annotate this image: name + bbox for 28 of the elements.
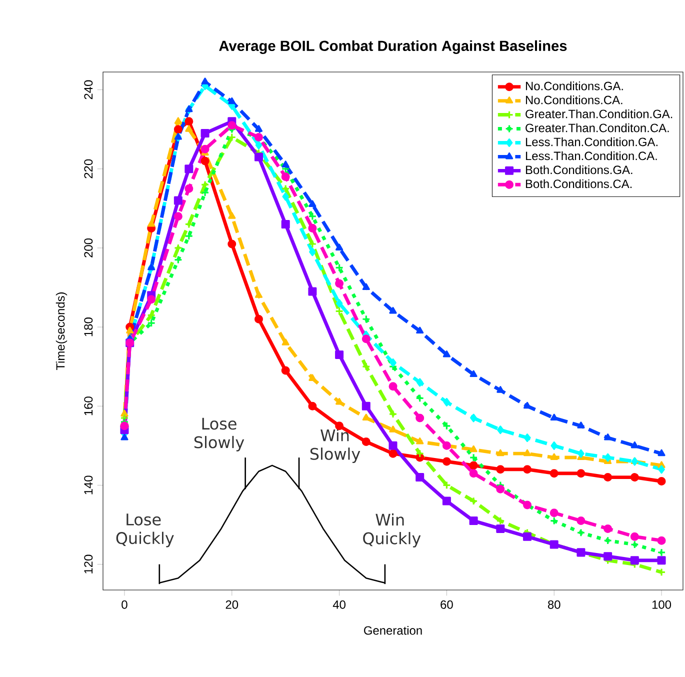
y-tick-label: 180 [84, 318, 93, 336]
y-axis-title: Time(seconds) [56, 292, 68, 370]
legend-label: Less.Than.Condition.CA. [526, 151, 657, 160]
legend-label: Greater.Than.Condition.GA. [526, 109, 672, 118]
annotation: Lose Quickly [116, 514, 174, 548]
y-tick-label: 160 [84, 396, 93, 416]
y-tick-label: 200 [84, 238, 93, 258]
y-tick-label: 220 [84, 159, 93, 178]
annotation: Lose Slowly [194, 418, 244, 452]
annotation: Win Quickly [363, 513, 421, 548]
legend-label: Greater.Than.Conditon.CA. [526, 123, 669, 132]
x-axis-title: Generation [364, 626, 422, 635]
x-tick-label: 80 [548, 600, 560, 609]
x-tick-label: 40 [332, 600, 346, 609]
annotation: Win Slowly [310, 428, 360, 463]
x-tick-label: 100 [652, 600, 672, 609]
chart-title: Average BOIL Combat Duration Against Baselines [219, 40, 567, 54]
legend-label: Both.Conditions.CA. [526, 179, 632, 188]
x-tick-label: 0 [122, 600, 128, 609]
x-tick-label: 20 [226, 600, 238, 609]
y-tick-label: 120 [84, 554, 93, 574]
y-tick-label: 140 [84, 476, 93, 494]
y-tick-label: 240 [84, 80, 93, 100]
legend-label: No.Conditions.GA. [526, 81, 623, 90]
legend-label: No.Conditions.CA. [526, 95, 622, 104]
legend-label: Both.Conditions.GA. [526, 165, 632, 174]
legend-label: Less.Than.Condition.GA. [526, 137, 658, 146]
x-tick-label: 60 [440, 600, 453, 609]
